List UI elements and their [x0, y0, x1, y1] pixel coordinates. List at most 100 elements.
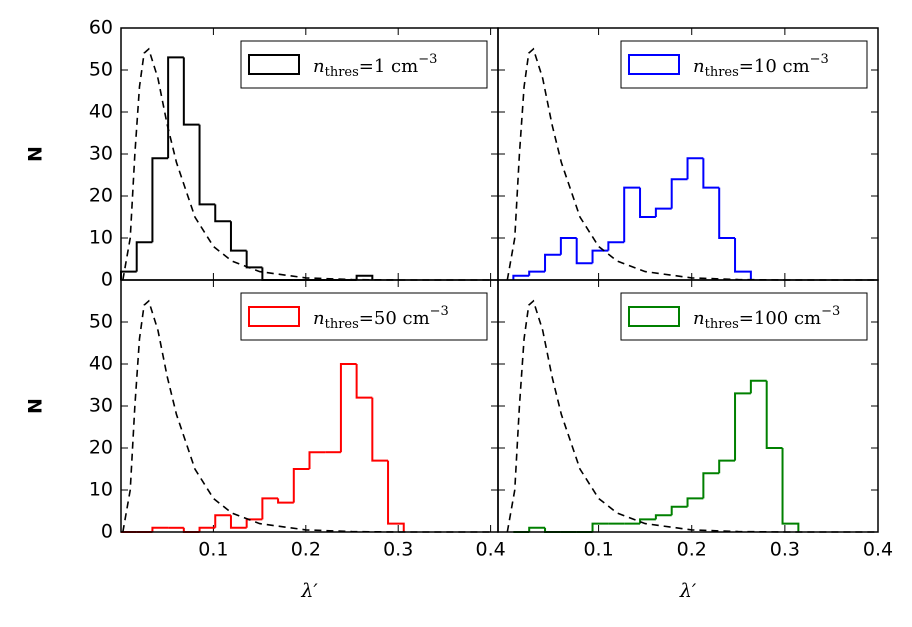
x-axis-label: λ′ [679, 580, 697, 602]
legend-box [240, 292, 488, 341]
panel: 0 10 20 30 40 50 60 nthres=1 cm−3 N [25, 17, 499, 291]
histogram-bar [387, 460, 405, 532]
axes-frame [497, 279, 879, 533]
y-axis-label: N [25, 146, 47, 162]
histogram-bar [702, 472, 720, 499]
legend-text: −3 [418, 52, 437, 67]
legend-text: =10 cm [739, 56, 810, 77]
y-tick-label: 50 [89, 59, 113, 81]
x-tick-label: 0.4 [475, 539, 505, 561]
histogram-bar [639, 187, 656, 218]
histogram-bar [151, 526, 169, 532]
histogram-bar [623, 186, 641, 243]
histogram-bar [277, 498, 294, 504]
panel: 0.1 0.2 0.3 0.4 nthres=100 cm−3 λ′ [497, 279, 893, 602]
reference-curve [122, 299, 491, 533]
y-tick-label: 10 [89, 227, 113, 249]
y-tick-label: 30 [89, 395, 113, 417]
histogram-bar [702, 158, 720, 189]
histogram-bar [355, 364, 373, 399]
histogram-bar [308, 451, 326, 469]
histogram-bar [559, 237, 577, 255]
y-tick-label: 20 [89, 185, 113, 207]
histogram-bar [261, 497, 279, 520]
histogram-bar [198, 526, 216, 532]
reference-curve [506, 47, 878, 281]
histogram-bar [749, 379, 767, 394]
x-tick-label: 0.2 [291, 539, 321, 561]
histogram-bar [292, 468, 310, 503]
histogram-bar [591, 249, 609, 264]
x-tick-label: 0.1 [583, 539, 613, 561]
legend-box [240, 40, 488, 89]
histogram-bar [607, 241, 625, 251]
histogram-bar [198, 124, 216, 206]
x-tick-label: 0.1 [198, 539, 228, 561]
legend-text: thres [705, 317, 739, 332]
legend-label: nthres=10 cm−3 [693, 52, 829, 80]
histogram-bar [686, 497, 704, 507]
histogram-bar [591, 522, 609, 532]
histogram-bar [670, 178, 688, 209]
y-tick-label: 50 [89, 311, 113, 333]
legend-box [620, 292, 868, 341]
x-axis-label: λ′ [300, 580, 318, 602]
legend-swatch [248, 306, 300, 327]
legend-text: thres [325, 65, 359, 80]
legend-text: =1 cm [359, 56, 418, 77]
reference-curve [506, 299, 878, 533]
legend-text: −3 [810, 52, 829, 67]
legend-text: n [693, 56, 705, 77]
histogram-bar [245, 250, 263, 269]
histogram-bar [528, 526, 546, 532]
histogram-bar [528, 270, 546, 276]
histogram-bar [765, 380, 783, 449]
legend-text: =100 cm [739, 308, 821, 329]
histogram-bar [355, 274, 374, 280]
y-tick-label: 30 [89, 143, 113, 165]
x-tick-label: 0.4 [863, 539, 893, 561]
histogram-bar [339, 363, 357, 453]
histogram-bar [512, 274, 530, 280]
histogram-bar [544, 253, 561, 272]
legend-text: =50 cm [359, 308, 430, 329]
histogram-bar [151, 157, 169, 243]
y-tick-label: 0 [101, 269, 113, 291]
panel: 0 10 20 30 40 50 0.1 0.2 0.3 0.4 nthres=50 cm−3 Nλ′ [25, 279, 506, 602]
histogram-bar [781, 448, 800, 532]
legend-text: thres [705, 65, 739, 80]
y-axis-label: N [25, 398, 47, 414]
histogram-bar [670, 505, 688, 516]
y-tick-label: 40 [89, 101, 113, 123]
histogram-bar [182, 57, 200, 126]
legend-text: thres [325, 317, 359, 332]
histogram-bar [371, 397, 389, 462]
legend-label: nthres=100 cm−3 [693, 304, 840, 332]
y-tick-label: 40 [89, 353, 113, 375]
histogram-bar [575, 238, 593, 265]
histogram-bar [229, 515, 247, 529]
legend-label: nthres=50 cm−3 [313, 304, 449, 332]
histogram-bar [734, 238, 752, 280]
x-tick-label: 0.3 [383, 539, 413, 561]
legend-text: −3 [430, 304, 449, 319]
legend-text: n [313, 56, 325, 77]
y-tick-label: 60 [89, 17, 113, 39]
legend-box [620, 40, 868, 89]
panel: nthres=10 cm−3 [497, 27, 879, 281]
histogram-bar [718, 459, 736, 474]
y-tick-label: 0 [101, 521, 113, 543]
y-tick-label: 20 [89, 437, 113, 459]
histogram-bar [686, 157, 704, 180]
histogram-bar [214, 204, 231, 223]
legend-text: n [693, 308, 705, 329]
histogram-bar [135, 241, 153, 272]
x-tick-label: 0.3 [770, 539, 800, 561]
legend-text: −3 [821, 304, 840, 319]
legend-swatch [628, 306, 680, 327]
legend-label: nthres=1 cm−3 [313, 52, 437, 80]
legend-swatch [248, 54, 300, 75]
x-tick-label: 0.2 [677, 539, 707, 561]
reference-curve [122, 47, 491, 281]
